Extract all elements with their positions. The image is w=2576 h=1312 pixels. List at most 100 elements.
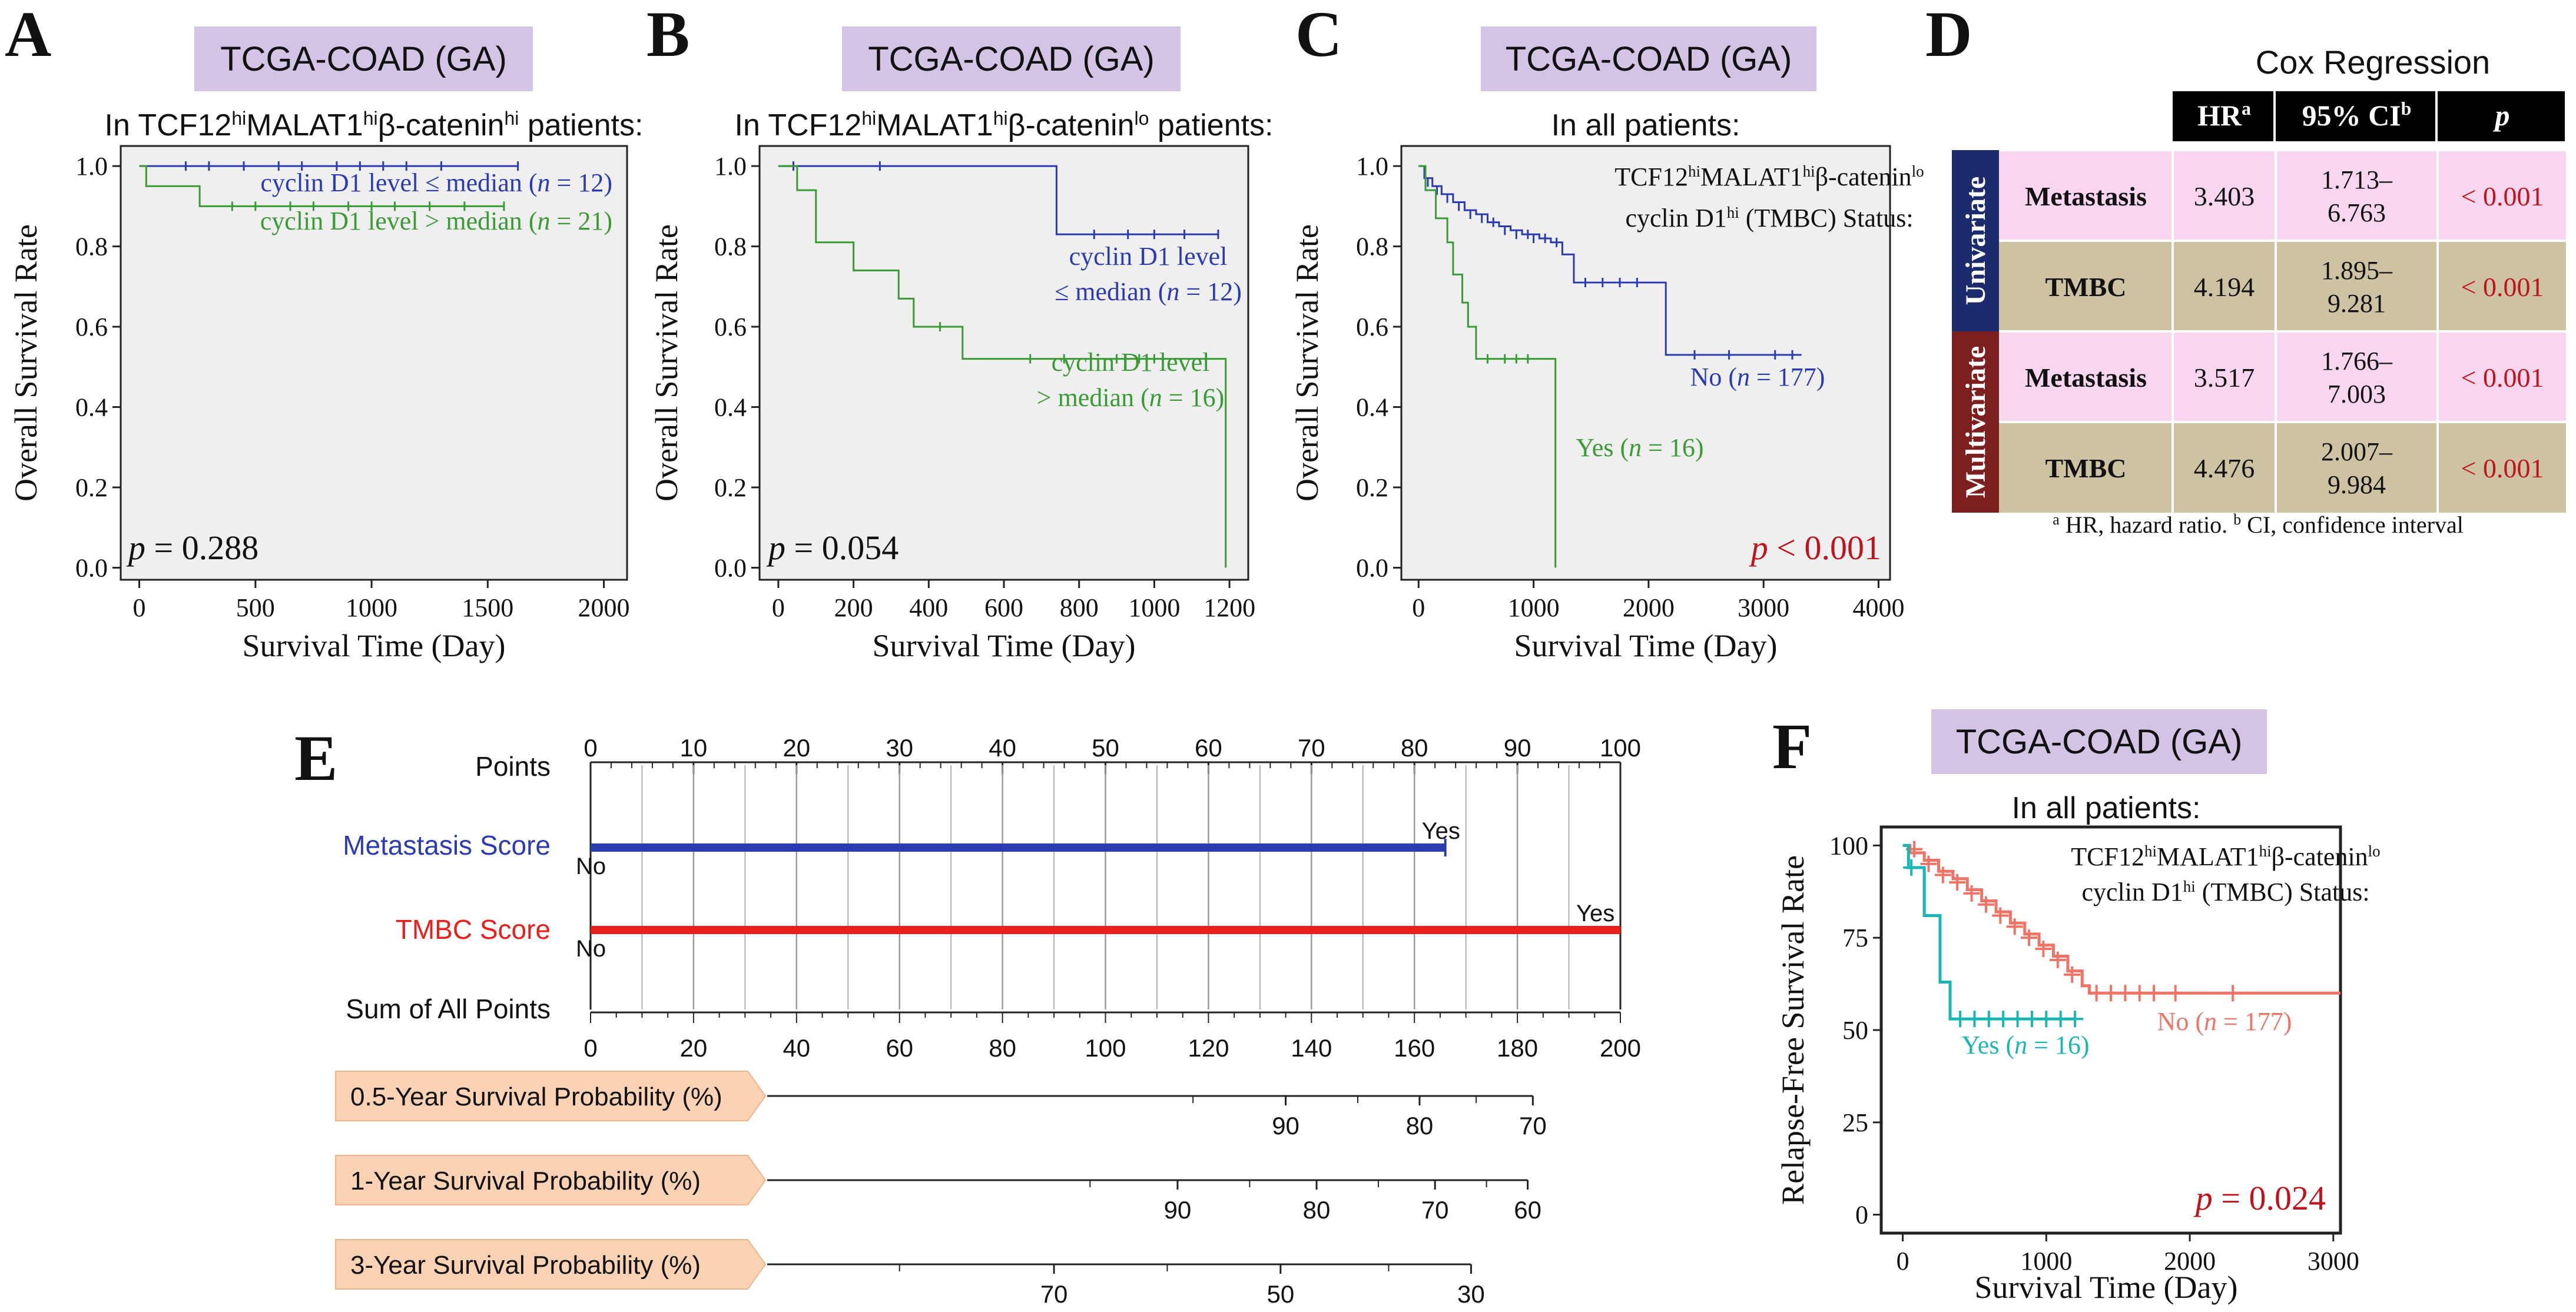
text-run: (TMBC) Status: [1739, 204, 1914, 232]
y-tick-label: 25 [1842, 1108, 1868, 1137]
y-tick-label: 0.8 [1356, 232, 1388, 261]
sum-tick-label: 80 [989, 1034, 1016, 1062]
header-text: p [2493, 99, 2510, 132]
row-name: Metastasis [2025, 363, 2147, 393]
x-tick-label: 500 [236, 593, 275, 622]
probability-label-box [335, 1239, 767, 1290]
y-tick-label: 1.0 [1356, 152, 1388, 181]
metastasis-no: No [576, 853, 606, 879]
p-value-text: = 0.024 [2213, 1179, 2326, 1217]
metastasis-yes: Yes [1422, 818, 1460, 844]
probability-tick-label: 60 [1514, 1196, 1541, 1224]
text-run: MALAT1 [876, 108, 993, 142]
points-tick-label: 0 [584, 734, 597, 762]
text-run: patients: [1149, 108, 1273, 142]
y-axis-label: Overall Survival Rate [1289, 224, 1325, 501]
x-tick-label: 3000 [2308, 1247, 2359, 1276]
panel-f: F TCGA-COAD (GA)In all patients:0 1000 2000… [1772, 709, 2381, 1305]
panel-letter: F [1772, 710, 1812, 782]
x-tick-label: 1200 [1204, 593, 1255, 622]
ci-low: 1.895– [2321, 256, 2393, 285]
series-label: Yes (n = 16) [1961, 1031, 2089, 1059]
p-cell: < 0.001 [2461, 453, 2544, 483]
sum-axis-label: Sum of All Points [346, 994, 551, 1024]
points-tick-label: 60 [1195, 734, 1222, 762]
text-run: = 16) [2027, 1031, 2089, 1059]
sum-tick-label: 140 [1291, 1034, 1332, 1062]
x-tick-label: 1000 [346, 593, 397, 622]
y-tick-label: 0.8 [75, 232, 108, 261]
probability-label: 3-Year Survival Probability (%) [350, 1251, 701, 1280]
table-row [1999, 422, 2567, 513]
superscript: hi [1688, 162, 1700, 180]
superscript: lo [1135, 108, 1149, 129]
status-title: TCF12hiMALAT1hiβ-cateninlo [1614, 162, 1924, 191]
y-tick-label: 75 [1842, 924, 1868, 952]
plot-area [1879, 825, 2342, 1235]
y-axis-label: Overall Survival Rate [8, 224, 44, 501]
x-tick-label: 1500 [462, 593, 513, 622]
x-tick-label: 0 [1897, 1247, 1909, 1276]
series-label: Yes (n = 16) [1576, 433, 1703, 462]
tmbc-label: TMBC Score [396, 914, 551, 945]
panel-a: A TCGA-COAD (GA)In TCF12hiMALAT1hiβ-caten… [5, 0, 643, 663]
x-tick-label: 4000 [1852, 593, 1904, 622]
points-tick-label: 40 [989, 734, 1016, 762]
probability-label: 0.5-Year Survival Probability (%) [350, 1082, 722, 1111]
y-tick-label: 0.4 [75, 393, 108, 422]
panel-letter: B [647, 0, 689, 70]
text-run: cyclin D1 [2081, 878, 2183, 906]
text-run: (TMBC) Status: [2196, 878, 2370, 906]
text-run: In TCF12 [105, 108, 232, 142]
x-tick-label: 2000 [2164, 1247, 2216, 1276]
superscript: hi [2144, 842, 2157, 860]
points-tick-label: 100 [1600, 734, 1641, 762]
hr-value: 4.476 [2194, 453, 2255, 483]
y-tick-label: 0.0 [75, 554, 108, 583]
x-tick-label: 2000 [578, 593, 630, 622]
chart-title: In all patients: [2012, 791, 2201, 825]
series-label: ≤ median (n = 12) [1055, 277, 1242, 306]
ci-high: 9.281 [2328, 289, 2386, 318]
probability-tick-label: 70 [1040, 1280, 1068, 1308]
table-row [1999, 241, 2567, 331]
banner-box [1931, 709, 2267, 774]
p-value: p = 0.024 [2193, 1179, 2326, 1217]
row-name: Metastasis [2025, 181, 2147, 211]
x-axis-label: Survival Time (Day) [872, 628, 1135, 663]
text-run: β-catenin [1815, 162, 1912, 191]
x-axis-label: Survival Time (Day) [1514, 628, 1777, 663]
p-value: p = 0.054 [766, 529, 899, 567]
sum-tick-label: 40 [783, 1034, 810, 1062]
panel-c: C TCGA-COAD (GA) In all patients: 0 1000 2000… [1289, 0, 1924, 663]
text-run [2227, 511, 2233, 538]
italic-var: n [1149, 383, 1162, 412]
text-run: In TCF12 [735, 108, 862, 142]
p-value-text: = 0.288 [145, 529, 258, 567]
status-title: cyclin D1hi (TMBC) Status: [2081, 878, 2369, 906]
probability-label-box [335, 1155, 767, 1205]
x-tick-label: 0 [133, 593, 146, 622]
text-run: = 16) [1642, 433, 1703, 462]
chart-title: In TCF12hiMALAT1hiβ-cateninhi patients: [105, 108, 644, 142]
y-axis-label: Overall Survival Rate [649, 224, 684, 501]
ci-high: 9.984 [2328, 470, 2386, 499]
p-symbol: p [126, 529, 145, 567]
superscript: hi [861, 108, 876, 129]
text-run: cyclin D1 level [1069, 242, 1228, 271]
banner-label: TCGA-COAD (GA) [1956, 723, 2243, 761]
column-header: 95% CIb [2302, 98, 2412, 132]
plot-area [1400, 145, 1891, 581]
text-run: patients: [519, 108, 643, 142]
probability-tick-label: 50 [1267, 1280, 1294, 1308]
superscript: b [2233, 511, 2241, 528]
superscript: hi [993, 108, 1008, 129]
group-label: Multivariate [1960, 346, 1991, 499]
km-curve-b-0 [778, 165, 1218, 235]
text-run: TCF12 [1614, 162, 1688, 191]
group-band [1952, 150, 1999, 331]
text-run: = 12) [551, 168, 612, 197]
ci-high: 6.763 [2328, 198, 2386, 227]
hr-value: 3.517 [2194, 363, 2255, 393]
column-header: p [2493, 99, 2510, 132]
